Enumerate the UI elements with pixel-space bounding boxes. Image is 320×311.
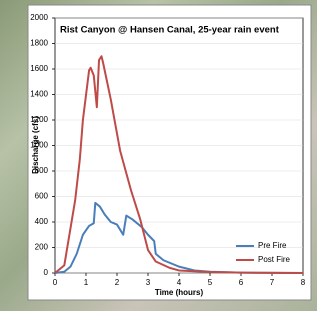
y-tick-label: 1400 [30,90,48,99]
x-tick-label: 7 [270,278,275,287]
y-tick-label: 0 [44,268,49,277]
x-tick-label: 1 [84,278,89,287]
chart: Rist Canyon @ Hansen Canal, 25-year rain… [0,0,317,311]
legend-label: Post Fire [258,255,291,264]
y-tick-label: 600 [35,192,49,201]
legend-label: Pre Fire [258,241,287,250]
y-tick-label: 1000 [30,141,48,150]
y-tick-label: 1600 [30,64,48,73]
y-tick-label: 1200 [30,115,48,124]
screenshot: Rist Canyon @ Hansen Canal, 25-year rain… [0,0,317,311]
x-tick-label: 0 [53,278,58,287]
y-tick-label: 1800 [30,39,48,48]
x-tick-label: 4 [177,278,182,287]
y-tick-label: 200 [35,243,49,252]
x-tick-label: 2 [115,278,120,287]
y-tick-label: 2000 [30,13,48,22]
x-tick-label: 3 [146,278,151,287]
chart-title: Rist Canyon @ Hansen Canal, 25-year rain… [60,25,280,36]
y-tick-label: 800 [35,166,49,175]
x-tick-label: 5 [208,278,213,287]
x-tick-label: 8 [301,278,306,287]
y-tick-label: 400 [35,217,49,226]
x-tick-label: 6 [239,278,244,287]
x-axis-label: Time (hours) [155,288,204,297]
